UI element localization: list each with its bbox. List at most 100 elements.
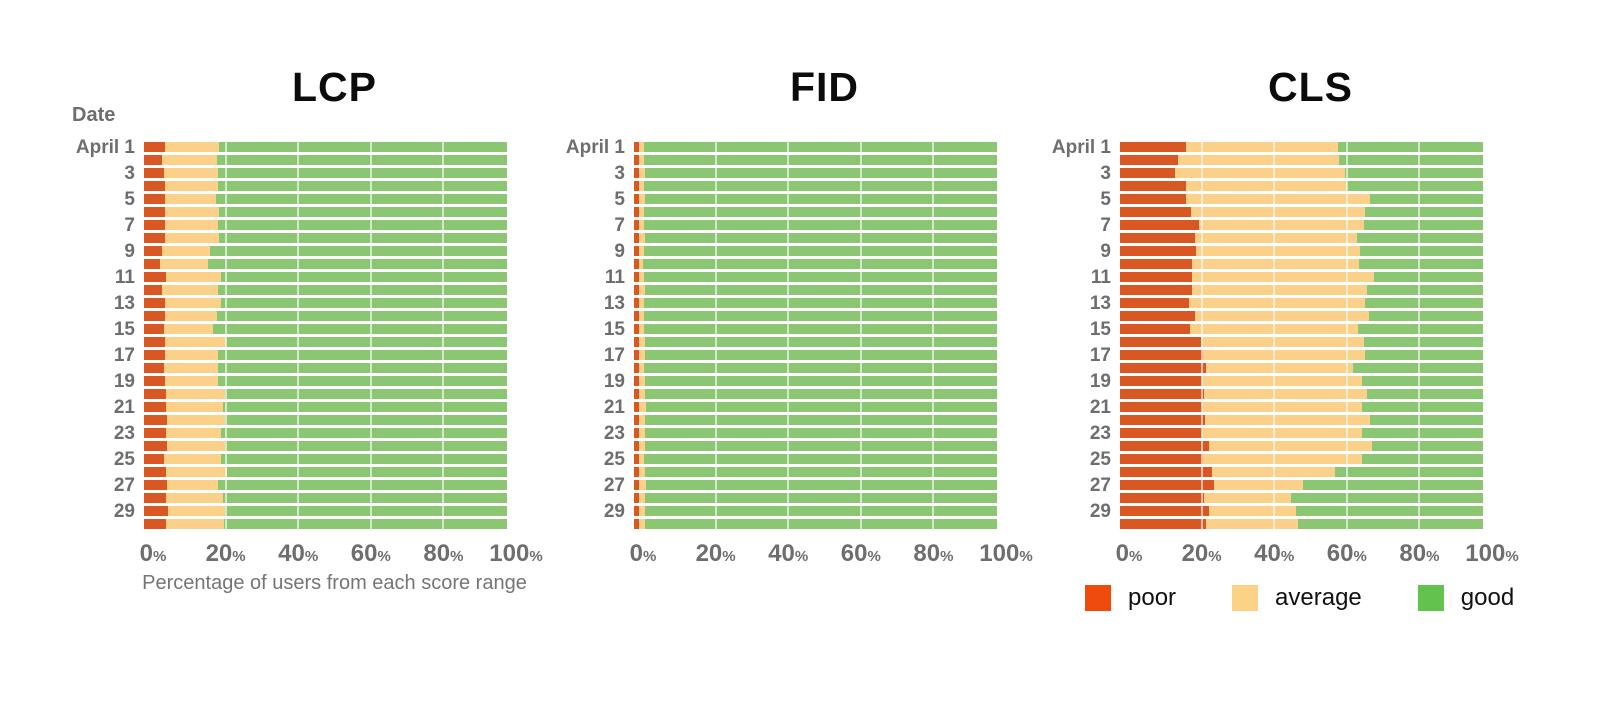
bar-segment-average [1203, 350, 1366, 360]
bar-segment-poor [144, 168, 164, 178]
x-tick-label: 20% [205, 540, 246, 567]
legend: poor average good [1085, 584, 1514, 612]
bar-row [1014, 493, 1492, 506]
bar-segment-poor [144, 246, 163, 256]
stacked-bar [634, 389, 997, 399]
bar-row [1014, 389, 1492, 402]
y-axis-label: 11 [1090, 267, 1111, 288]
x-tick-label: 100% [489, 540, 543, 567]
stacked-bar [634, 246, 997, 256]
chart-cls: CLS April 1 3 5 7 9 11 13 15 17 19 21 23 25 27 29 0% 20… [1014, 62, 1534, 622]
stacked-bar [144, 272, 507, 282]
bar-segment-average [638, 220, 645, 230]
bar-segment-poor [634, 207, 639, 217]
bar-segment-poor [1120, 493, 1205, 503]
bar-segment-good [1345, 168, 1483, 178]
stacked-bar [1120, 311, 1483, 321]
stacked-bar [1120, 194, 1483, 204]
bar-row [1014, 207, 1492, 220]
bar-segment-average [165, 337, 227, 347]
bar-segment-average [638, 311, 644, 321]
y-axis-label: 23 [1089, 423, 1111, 444]
bar-segment-average [1191, 259, 1360, 269]
x-tick-label: 20% [1181, 540, 1222, 567]
y-axis-label: 23 [113, 423, 135, 444]
bar-row: 17 [38, 345, 516, 366]
bar-segment-average [638, 168, 645, 178]
stacked-bar [144, 506, 507, 516]
bar-segment-average [638, 493, 645, 503]
bar-row: 3 [38, 164, 516, 183]
y-axis-label: 13 [113, 293, 135, 314]
stacked-bar [634, 194, 997, 204]
bar-segment-poor [1120, 311, 1196, 321]
bar-segment-average [1201, 337, 1364, 347]
bar-segment-poor [144, 363, 164, 373]
stacked-bar [1120, 454, 1483, 464]
bar-row: 5 [1014, 190, 1492, 209]
bar-row: 5 [528, 189, 1006, 210]
y-axis-label: 29 [1089, 501, 1111, 522]
stacked-bar [634, 519, 997, 529]
y-axis-label: 17 [113, 345, 135, 366]
y-axis-label: 21 [1089, 397, 1111, 418]
bar-row [1014, 441, 1492, 454]
bar-segment-average [638, 415, 645, 425]
stacked-bar [144, 194, 507, 204]
chart-lcp: LCP Date April 1 3 5 7 9 11 13 15 17 19 21 23 25 27 29… [38, 62, 558, 622]
bar-segment-poor [144, 350, 166, 360]
bar-row [528, 389, 1006, 402]
bar-segment-poor [634, 441, 639, 451]
bar-segment-poor [144, 233, 166, 243]
stacked-bar [144, 415, 507, 425]
bar-segment-good [225, 506, 507, 516]
bar-segment-average [638, 363, 645, 373]
y-axis-label: 5 [124, 189, 135, 210]
bar-segment-poor [1120, 415, 1205, 425]
bar-segment-average [1196, 246, 1361, 256]
bar-segment-average [165, 207, 219, 217]
bar-segment-poor [144, 259, 160, 269]
bar-segment-good [644, 350, 997, 360]
bar-segment-average [638, 285, 645, 295]
bar-row: April 1 [1014, 138, 1492, 157]
bar-segment-good [1367, 389, 1483, 399]
bar-segment-average [166, 467, 228, 477]
bar-segment-good [644, 324, 997, 334]
bar-segment-poor [1120, 155, 1178, 165]
y-axis-label: 9 [614, 241, 625, 262]
bar-segment-poor [144, 337, 166, 347]
y-axis-label: 5 [614, 189, 625, 210]
bar-segment-poor [144, 194, 166, 204]
bar-segment-average [166, 402, 223, 412]
bar-segment-good [644, 142, 997, 152]
x-tick-label: 80% [1399, 540, 1440, 567]
bar-segment-good [225, 441, 507, 451]
bar-segment-poor [144, 506, 169, 516]
y-axis-label: 7 [614, 215, 625, 236]
bar-segment-poor [1120, 142, 1186, 152]
bar-segment-average [1177, 155, 1339, 165]
bar-segment-average [1206, 363, 1354, 373]
legend-item-average: average [1232, 584, 1362, 612]
bar-segment-average [165, 272, 222, 282]
y-axis-label: 25 [113, 449, 135, 470]
stacked-bar [1120, 220, 1483, 230]
y-axis-label: 21 [603, 397, 625, 418]
bar-segment-average [166, 519, 224, 529]
bar-segment-average [1195, 233, 1358, 243]
bar-segment-average [638, 324, 645, 334]
y-axis-label: 9 [124, 241, 135, 262]
bar-segment-good [207, 259, 507, 269]
bar-row [38, 155, 516, 168]
stacked-bar [1120, 285, 1483, 295]
bar-segment-average [166, 389, 226, 399]
bar-row [38, 467, 516, 480]
stacked-bar [634, 506, 997, 516]
bar-segment-poor [144, 415, 168, 425]
stacked-bar [144, 376, 507, 386]
bar-segment-average [163, 168, 218, 178]
bar-segment-poor [144, 155, 163, 165]
bar-segment-poor [1120, 337, 1202, 347]
y-axis-label: 19 [1089, 371, 1111, 392]
